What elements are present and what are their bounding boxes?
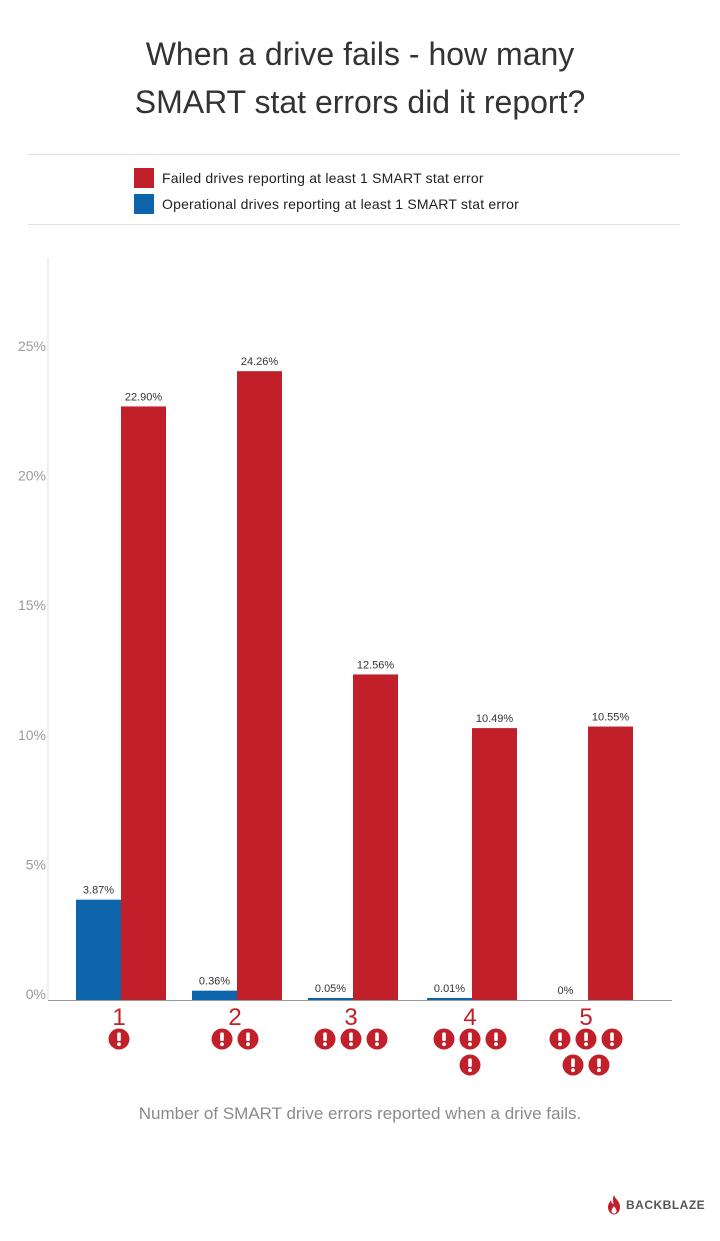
backblaze-logo: BACKBLAZE (606, 1195, 705, 1215)
error-alert-icon (459, 1054, 481, 1076)
bar-operational (308, 998, 353, 1000)
bar-failed (588, 726, 633, 1000)
data-label-failed: 10.55% (592, 712, 630, 724)
logo-text: BACKBLAZE (626, 1198, 706, 1212)
error-alert-icon (211, 1028, 233, 1050)
error-alert-icon (562, 1054, 584, 1076)
chart-title-line2: SMART stat errors did it report? (134, 84, 586, 120)
error-alert-icon (314, 1028, 336, 1050)
legend-item-operational: Operational drives reporting at least 1 … (134, 193, 519, 215)
data-label-failed: 10.49% (476, 713, 514, 725)
bar-failed (121, 406, 166, 1000)
x-axis-caption: Number of SMART drive errors reported wh… (138, 1104, 582, 1123)
bar-operational (192, 990, 237, 1000)
y-tick-label: 20% (18, 468, 46, 484)
data-label-failed: 24.26% (241, 356, 279, 368)
bar-operational (427, 998, 472, 1000)
data-label-operational: 0% (558, 985, 574, 997)
category-label: 3 (344, 1004, 357, 1031)
category-label: 1 (112, 1004, 125, 1031)
error-alert-icon (237, 1028, 259, 1050)
legend-label-failed: Failed drives reporting at least 1 SMART… (162, 170, 484, 186)
legend-swatch-operational (134, 194, 154, 214)
y-tick-label: 25% (18, 338, 46, 354)
y-tick-label: 5% (26, 856, 46, 872)
error-alert-icon (485, 1028, 507, 1050)
error-alert-icon (601, 1028, 623, 1050)
flame-icon (608, 1195, 620, 1215)
category-label: 4 (463, 1004, 476, 1031)
legend-item-failed: Failed drives reporting at least 1 SMART… (134, 167, 484, 189)
data-label-failed: 12.56% (357, 659, 395, 671)
chart-title: When a drive fails - how many SMART stat… (0, 30, 720, 126)
error-alert-icon (459, 1028, 481, 1050)
legend-top-divider (28, 154, 680, 155)
error-alert-icon (366, 1028, 388, 1050)
legend-swatch-failed (134, 168, 154, 188)
y-tick-label: 10% (18, 727, 46, 743)
bar-failed (472, 728, 517, 1000)
category-label: 5 (579, 1004, 592, 1031)
error-alert-icon (588, 1054, 610, 1076)
data-label-failed: 22.90% (125, 391, 163, 403)
y-tick-label: 0% (26, 986, 46, 1002)
error-alert-icon (575, 1028, 597, 1050)
error-alert-icon (433, 1028, 455, 1050)
data-label-operational: 0.36% (199, 976, 230, 988)
y-tick-label: 15% (18, 597, 46, 613)
data-label-operational: 0.05% (315, 983, 346, 995)
data-label-operational: 0.01% (434, 983, 465, 995)
error-alert-icon (340, 1028, 362, 1050)
bar-operational (76, 899, 121, 1000)
legend-bottom-divider (28, 224, 680, 225)
category-label: 2 (228, 1004, 241, 1031)
bar-failed (237, 371, 282, 1000)
bar-failed (353, 674, 398, 1000)
legend-label-operational: Operational drives reporting at least 1 … (162, 196, 519, 212)
error-alert-icon (108, 1028, 130, 1050)
error-alert-icon (549, 1028, 571, 1050)
chart-title-line1: When a drive fails - how many (145, 36, 575, 72)
data-label-operational: 3.87% (83, 885, 114, 897)
